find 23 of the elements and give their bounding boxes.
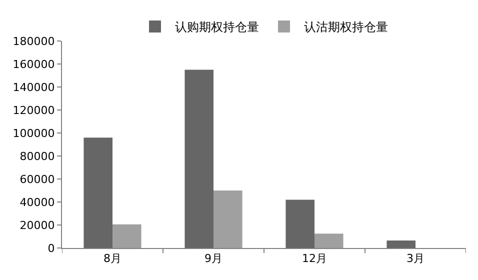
y-tick-label: 100000 <box>12 126 55 140</box>
bar <box>84 138 112 248</box>
bar <box>314 234 344 248</box>
y-tick-label: 80000 <box>20 150 55 163</box>
bar <box>214 190 242 248</box>
x-tick-label: 12月 <box>302 252 327 266</box>
x-tick-label: 8月 <box>104 252 122 266</box>
y-tick-label: 20000 <box>20 218 55 232</box>
legend-label: 认购期权持仓量 <box>175 20 259 34</box>
legend-label: 认沽期权持仓量 <box>304 20 388 34</box>
y-tick-label: 40000 <box>20 196 55 209</box>
bar <box>112 224 142 248</box>
y-tick-label: 140000 <box>12 80 55 94</box>
y-tick-label: 160000 <box>12 58 55 71</box>
bar <box>286 200 314 248</box>
y-tick-label: 120000 <box>12 104 55 117</box>
bar <box>184 70 214 248</box>
y-tick-label: 0 <box>48 242 55 255</box>
x-tick-label: 9月 <box>204 252 222 266</box>
y-tick-label: 60000 <box>20 172 55 186</box>
x-tick-label: 3月 <box>406 252 424 266</box>
y-tick-label: 180000 <box>12 34 55 48</box>
bar <box>386 240 416 248</box>
